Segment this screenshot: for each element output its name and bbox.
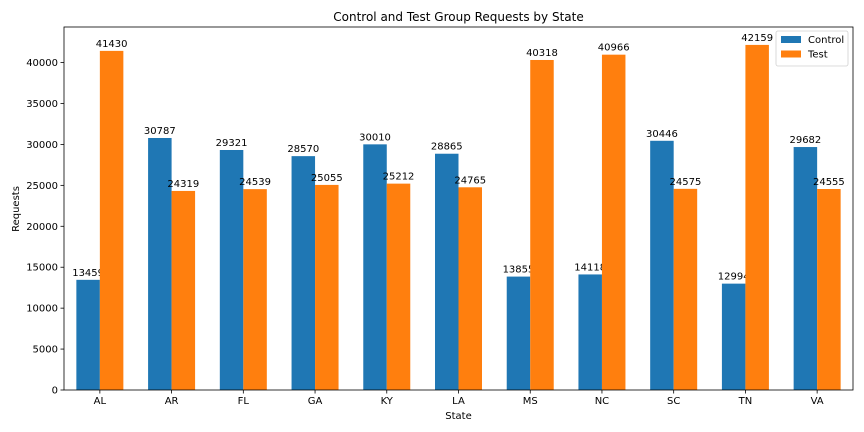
y-tick-label: 0 (52, 386, 58, 397)
data-label-control-va: 29682 (789, 135, 821, 146)
data-label-control-al: 13459 (72, 268, 104, 279)
y-tick-label: 25000 (26, 181, 58, 192)
x-tick-label-tn: TN (738, 396, 753, 407)
bar-control-sc (650, 140, 674, 390)
bar-test-la (458, 187, 482, 390)
legend-swatch-control (781, 36, 801, 43)
bar-control-ky (363, 144, 387, 390)
bar-control-nc (578, 274, 602, 390)
x-tick-label-fl: FL (238, 396, 250, 407)
data-label-test-va: 24555 (813, 177, 845, 188)
bar-test-ar (171, 190, 196, 390)
bar-test-fl (243, 189, 267, 390)
data-label-test-tn: 42159 (741, 33, 773, 44)
bar-control-la (435, 153, 459, 390)
bar-control-va (793, 147, 818, 390)
y-tick-label: 35000 (26, 99, 58, 110)
legend-label-control: Control (808, 35, 844, 46)
data-label-control-ms: 13855 (503, 265, 535, 276)
bar-control-tn (721, 283, 746, 390)
data-label-test-al: 41430 (96, 39, 128, 50)
x-tick-label-ar: AR (165, 396, 179, 407)
bar-test-nc (601, 54, 626, 391)
y-tick-label: 10000 (26, 304, 58, 315)
data-label-control-fl: 29321 (216, 138, 248, 149)
bar-test-ky (386, 183, 411, 390)
y-tick-label: 40000 (26, 58, 58, 69)
x-tick-label-va: VA (811, 396, 824, 407)
legend: Control Test (775, 30, 849, 67)
y-tick-label: 5000 (33, 345, 58, 356)
x-tick-label-nc: NC (595, 396, 609, 407)
data-label-test-sc: 24575 (670, 177, 702, 188)
bar-test-va (817, 189, 841, 390)
data-label-test-ky: 25212 (383, 172, 415, 183)
bar-test-tn (745, 44, 769, 390)
y-tick-label: 20000 (26, 222, 58, 233)
x-axis-label: State (445, 411, 471, 422)
x-tick-label-ms: MS (523, 396, 538, 407)
x-tick-label-ky: KY (381, 396, 394, 407)
bar-control-ga (291, 156, 316, 390)
data-label-control-tn: 12994 (718, 272, 750, 283)
x-tick-label-sc: SC (667, 396, 680, 407)
data-label-test-la: 24765 (454, 175, 486, 186)
data-label-control-ar: 30787 (144, 126, 176, 137)
bar-test-ga (315, 184, 339, 390)
x-tick-label-ga: GA (308, 396, 323, 407)
bar-test-al (99, 50, 124, 390)
x-tick-label-la: LA (452, 396, 465, 407)
bar-test-ms (530, 59, 554, 390)
bar-test-sc (673, 188, 698, 390)
bar-control-ar (148, 137, 172, 390)
data-label-test-ga: 25055 (311, 173, 343, 184)
data-label-test-ar: 24319 (167, 179, 199, 190)
bar-control-al (76, 279, 100, 390)
bar-control-fl (219, 149, 244, 390)
y-tick-label: 15000 (26, 263, 58, 274)
plot-area: 13459 41430 30787 24319 29321 24539 28570 25055… (72, 33, 845, 391)
y-tick-label: 30000 (26, 140, 58, 151)
data-label-control-ky: 30010 (359, 132, 391, 143)
chart-title: Control and Test Group Requests by State (333, 10, 583, 24)
data-label-control-sc: 30446 (646, 129, 678, 140)
x-tick-label-al: AL (94, 396, 107, 407)
data-label-test-ms: 40318 (526, 48, 558, 59)
data-label-control-la: 28865 (431, 142, 463, 153)
data-label-control-ga: 28570 (287, 144, 319, 155)
axes: 0 5000 10000 15000 20000 25000 30000 35000 40000… (26, 26, 854, 407)
data-label-control-nc: 14118 (574, 262, 606, 273)
y-axis-label: Requests (11, 186, 22, 232)
data-label-test-fl: 24539 (239, 177, 271, 188)
legend-swatch-test (781, 50, 801, 58)
legend-label-test: Test (807, 50, 828, 61)
bar-control-ms (506, 276, 531, 390)
data-label-test-nc: 40966 (598, 43, 630, 54)
